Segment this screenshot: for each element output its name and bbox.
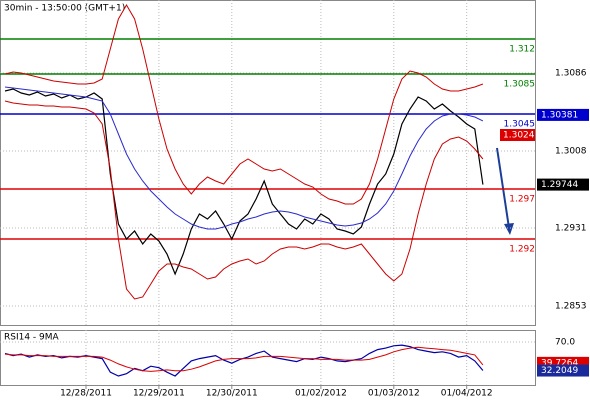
level-label: 1.297 [509,195,535,205]
y-tick-label: 1.3086 [555,69,587,79]
x-tick-label: 12/29/2011 [133,389,185,399]
y-tick-label: 1.3008 [555,147,587,157]
rsi-last-box [537,364,589,377]
price-last-box [537,178,589,191]
price-last: 1.29744 [541,180,578,190]
level-label: 1.292 [509,245,535,255]
x-tick-label: 12/30/2011 [206,389,258,399]
marker-box [500,129,535,141]
rsi-ma-last: 39.7264 [541,358,578,368]
y-tick-label: 70.0 [555,338,575,348]
series-line [4,100,484,300]
series-line [4,4,484,205]
chart-title: 30min - 13:50:00 (GMT+1) [4,4,125,14]
ma-last: 1.30381 [541,110,578,120]
level-label: 1.3045 [504,120,536,130]
series-line [4,346,484,372]
level-label: 1.312 [509,45,535,55]
x-tick-label: 01/03/2012 [368,389,420,399]
rsi-panel [0,330,536,386]
rsi-last: 32.2049 [541,366,578,376]
level-label: 1.3085 [504,80,536,90]
forecast-arrow [496,147,514,235]
series-line [4,86,484,230]
x-tick-label: 01/02/2012 [295,389,347,399]
rsi-title: RSI14 - 9MA [4,333,60,343]
main-panel [0,0,536,326]
y-tick-label: 1.2853 [555,302,587,312]
ma-last-box [537,108,589,121]
x-tick-label: 12/28/2011 [60,389,112,399]
marker-label: 1.3024 [503,131,535,141]
x-tick-label: 01/04/2012 [441,389,493,399]
y-tick-label: 1.2931 [555,224,587,234]
